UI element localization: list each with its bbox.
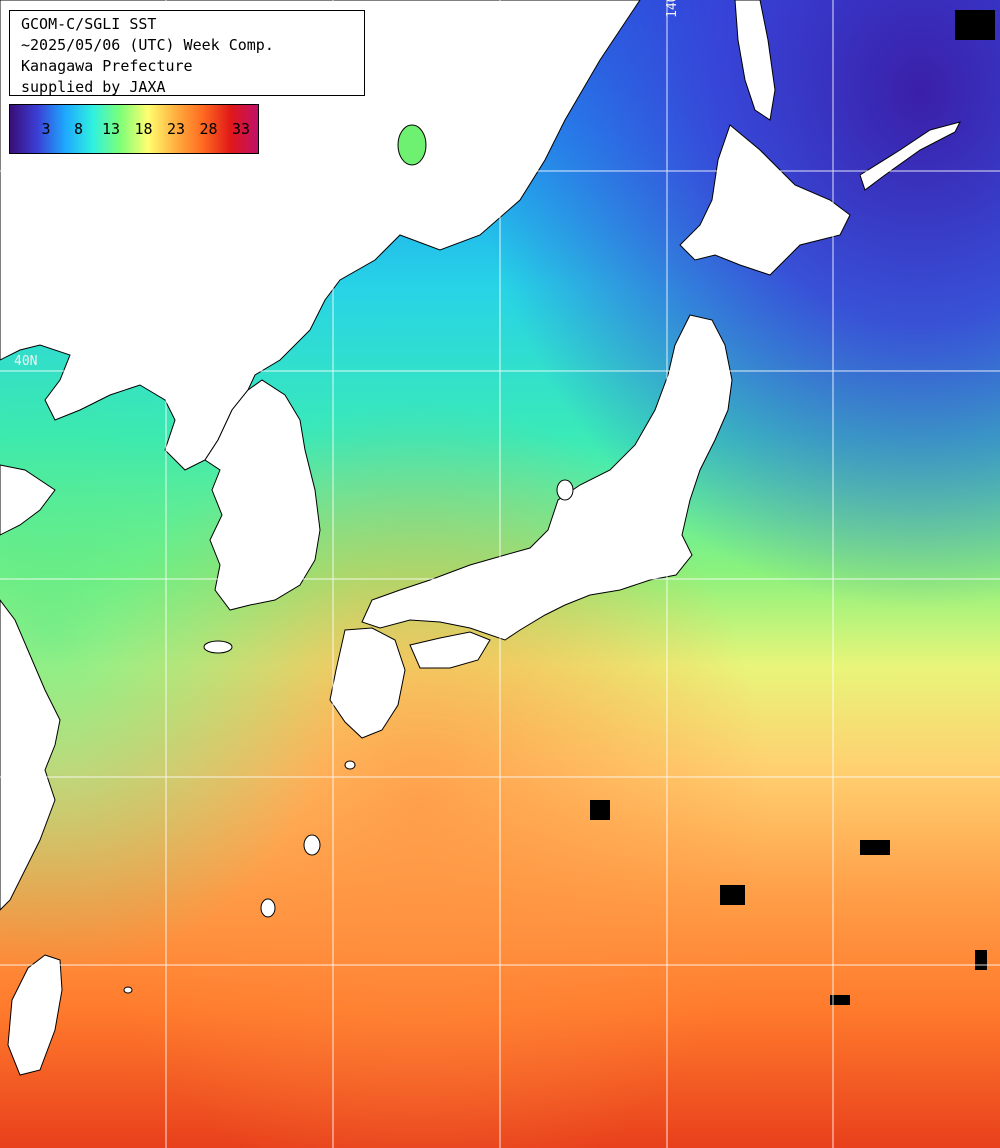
land-jeju [203,640,233,654]
region-name: Kanagawa Prefecture [21,57,193,75]
land-korea [204,379,321,611]
info-box: GCOM-C/SGLI SST ~2025/05/06 (UTC) Week C… [9,10,365,96]
land-honshu [361,314,733,641]
land-sakhalin [734,0,776,121]
land-hokkaido [679,124,851,276]
latitude-label: 40N [14,354,38,369]
colorbar-tick: 8 [73,120,84,138]
land-sado [556,479,574,501]
land-shikoku [409,631,491,669]
longitude-label: 140E [665,0,680,18]
land-kyushu [329,627,406,739]
land-kurils [859,121,961,191]
colorbar-tick: 18 [134,120,153,138]
land-china-coast [0,464,56,536]
temperature-colorbar: 3 8 13 18 23 28 33 [9,104,259,154]
supplier: supplied by JAXA [21,78,166,96]
land-taiwan [7,954,63,1076]
land-small-island-north [397,124,427,166]
colorbar-tick: 33 [231,120,251,138]
colorbar-tick: 13 [101,120,121,138]
ryukyu-islands [123,760,356,994]
land-china-east [0,599,61,911]
colorbar-ticks: 3 8 13 18 23 28 33 [10,120,258,140]
colorbar-tick: 3 [41,120,51,138]
colorbar-tick: 23 [166,120,186,138]
date-range: ~2025/05/06 (UTC) Week Comp. [21,36,274,54]
colorbar-tick: 28 [199,120,218,138]
product-name: GCOM-C/SGLI SST [21,15,157,33]
